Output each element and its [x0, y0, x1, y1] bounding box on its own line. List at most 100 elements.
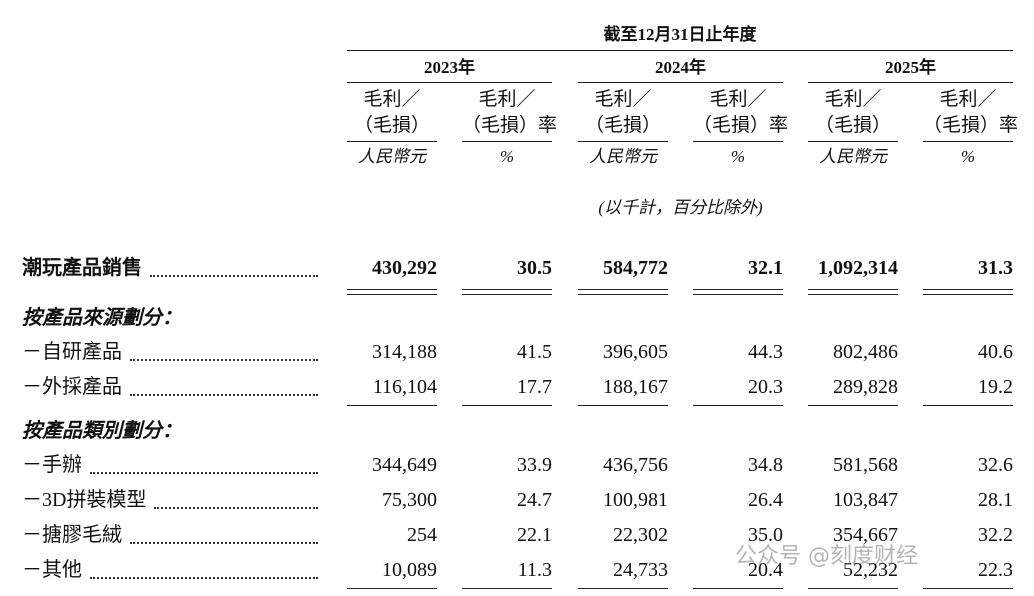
cell-value: 584,772 [603, 257, 668, 279]
cell-value: 24.7 [517, 489, 552, 511]
cell-value: 32.1 [748, 257, 783, 279]
rule [347, 141, 437, 142]
cell-value: 34.8 [748, 454, 783, 476]
dot-leader [130, 542, 318, 544]
column-unit: % [960, 147, 976, 166]
rule [462, 289, 552, 290]
column-header: 毛利／ [709, 89, 767, 110]
cell-value: 100,981 [603, 489, 668, 511]
column-header: 毛利／ [363, 89, 421, 110]
cell-value: 75,300 [382, 489, 437, 511]
column-header: （毛損）率 [462, 115, 558, 136]
cell-value: 11.3 [517, 559, 552, 581]
rule [347, 289, 437, 290]
dot-leader [150, 275, 318, 277]
row-label: －其他 [22, 559, 82, 581]
rule [578, 289, 668, 290]
cell-value: 30.5 [517, 257, 552, 279]
cell-value: 20.4 [748, 559, 783, 581]
rule [462, 588, 552, 589]
cell-value: 396,605 [603, 341, 668, 363]
rule [578, 294, 668, 295]
rule [578, 141, 668, 142]
rule [808, 141, 898, 142]
cell-value: 24,733 [613, 559, 668, 581]
column-header: 毛利／ [594, 89, 652, 110]
rule [923, 289, 1013, 290]
column-header: （毛損） [353, 115, 430, 136]
rule [578, 405, 668, 406]
rule [693, 289, 783, 290]
row-label: －外採產品 [22, 376, 122, 398]
row-label: －自研產品 [22, 341, 122, 363]
row-label: －搪膠毛絨 [22, 524, 122, 546]
rule [578, 588, 668, 589]
cell-value: 581,568 [833, 454, 898, 476]
row-label: －手辦 [22, 454, 82, 476]
cell-value: 1,092,314 [818, 257, 898, 279]
cell-value: 17.7 [517, 376, 552, 398]
cell-value: 254 [407, 524, 437, 546]
cell-value: 22.3 [978, 559, 1013, 581]
cell-value: 314,188 [372, 341, 437, 363]
section-title: 按產品類別劃分： [22, 420, 182, 442]
cell-value: 22.1 [517, 524, 552, 546]
rule [347, 405, 437, 406]
main-row-label: 潮玩產品銷售 [22, 257, 142, 279]
dot-leader [130, 359, 318, 361]
cell-value: 10,089 [382, 559, 437, 581]
rule [693, 405, 783, 406]
rule [923, 141, 1013, 142]
column-header: （毛損）率 [693, 115, 789, 136]
cell-value: 188,167 [603, 376, 668, 398]
dot-leader [154, 507, 318, 509]
header-title: 截至12月31日止年度 [603, 25, 757, 44]
note: (以千計，百分比除外) [598, 198, 763, 217]
cell-value: 436,756 [603, 454, 668, 476]
rule [923, 405, 1013, 406]
cell-value: 344,649 [372, 454, 437, 476]
cell-value: 32.2 [978, 524, 1013, 546]
cell-value: 35.0 [748, 524, 783, 546]
cell-value: 52,232 [843, 559, 898, 581]
column-unit: % [499, 147, 515, 166]
section-title: 按產品來源劃分： [22, 307, 182, 329]
cell-value: 802,486 [833, 341, 898, 363]
cell-value: 289,828 [833, 376, 898, 398]
dot-leader [130, 394, 318, 396]
column-unit: % [730, 147, 746, 166]
rule [923, 588, 1013, 589]
column-header: 毛利／ [939, 89, 997, 110]
rule [808, 405, 898, 406]
column-header: 毛利／ [478, 89, 536, 110]
column-unit: 人民幣元 [589, 147, 657, 166]
cell-value: 116,104 [372, 376, 437, 398]
rule [347, 294, 437, 295]
rule [808, 289, 898, 290]
column-header: 毛利／ [824, 89, 882, 110]
column-header: （毛損） [584, 115, 661, 136]
cell-value: 26.4 [748, 489, 783, 511]
cell-value: 430,292 [372, 257, 437, 279]
rule [462, 294, 552, 295]
column-unit: 人民幣元 [819, 147, 887, 166]
year-header: 2023年 [424, 58, 475, 77]
column-header: （毛損） [814, 115, 891, 136]
cell-value: 32.6 [978, 454, 1013, 476]
rule [462, 405, 552, 406]
column-unit: 人民幣元 [358, 147, 426, 166]
cell-value: 31.3 [978, 257, 1013, 279]
rule [693, 141, 783, 142]
rule [808, 588, 898, 589]
cell-value: 44.3 [748, 341, 783, 363]
rule [808, 82, 1013, 83]
column-header: （毛損）率 [923, 115, 1019, 136]
rule [693, 588, 783, 589]
cell-value: 28.1 [978, 489, 1013, 511]
rule [923, 294, 1013, 295]
cell-value: 33.9 [517, 454, 552, 476]
cell-value: 19.2 [978, 376, 1013, 398]
cell-value: 22,302 [613, 524, 668, 546]
cell-value: 20.3 [748, 376, 783, 398]
rule [808, 294, 898, 295]
